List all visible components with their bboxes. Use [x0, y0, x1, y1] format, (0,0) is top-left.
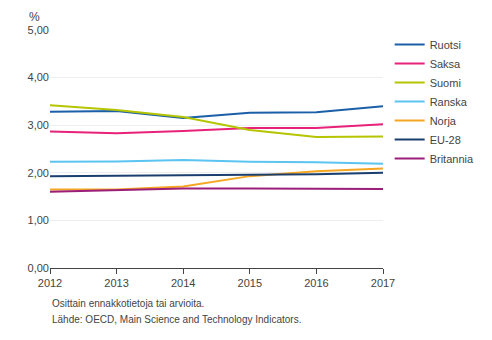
svg-text:0,00: 0,00	[28, 262, 49, 274]
svg-text:Osittain ennakkotietoja tai ar: Osittain ennakkotietoja tai arvioita.	[52, 298, 204, 309]
svg-text:2013: 2013	[104, 277, 128, 289]
svg-text:Saksa: Saksa	[430, 58, 461, 70]
svg-text:1,00: 1,00	[28, 214, 49, 226]
svg-text:2015: 2015	[238, 277, 262, 289]
svg-text:2017: 2017	[371, 277, 395, 289]
svg-text:2014: 2014	[171, 277, 195, 289]
svg-text:2,00: 2,00	[28, 167, 49, 179]
svg-text:2016: 2016	[304, 277, 328, 289]
svg-text:3,00: 3,00	[28, 119, 49, 131]
svg-text:5,00: 5,00	[28, 24, 49, 36]
svg-text:EU-28: EU-28	[430, 134, 461, 146]
svg-text:4,00: 4,00	[28, 71, 49, 83]
svg-text:2012: 2012	[38, 277, 62, 289]
svg-text:Ruotsi: Ruotsi	[430, 39, 461, 51]
svg-text:Lähde: OECD, Main Science and: Lähde: OECD, Main Science and Technology…	[52, 314, 301, 325]
svg-text:Norja: Norja	[430, 115, 457, 127]
svg-text:%: %	[29, 10, 40, 24]
svg-text:Ranska: Ranska	[430, 96, 468, 108]
svg-text:Suomi: Suomi	[430, 77, 461, 89]
svg-text:Britannia: Britannia	[430, 153, 474, 165]
